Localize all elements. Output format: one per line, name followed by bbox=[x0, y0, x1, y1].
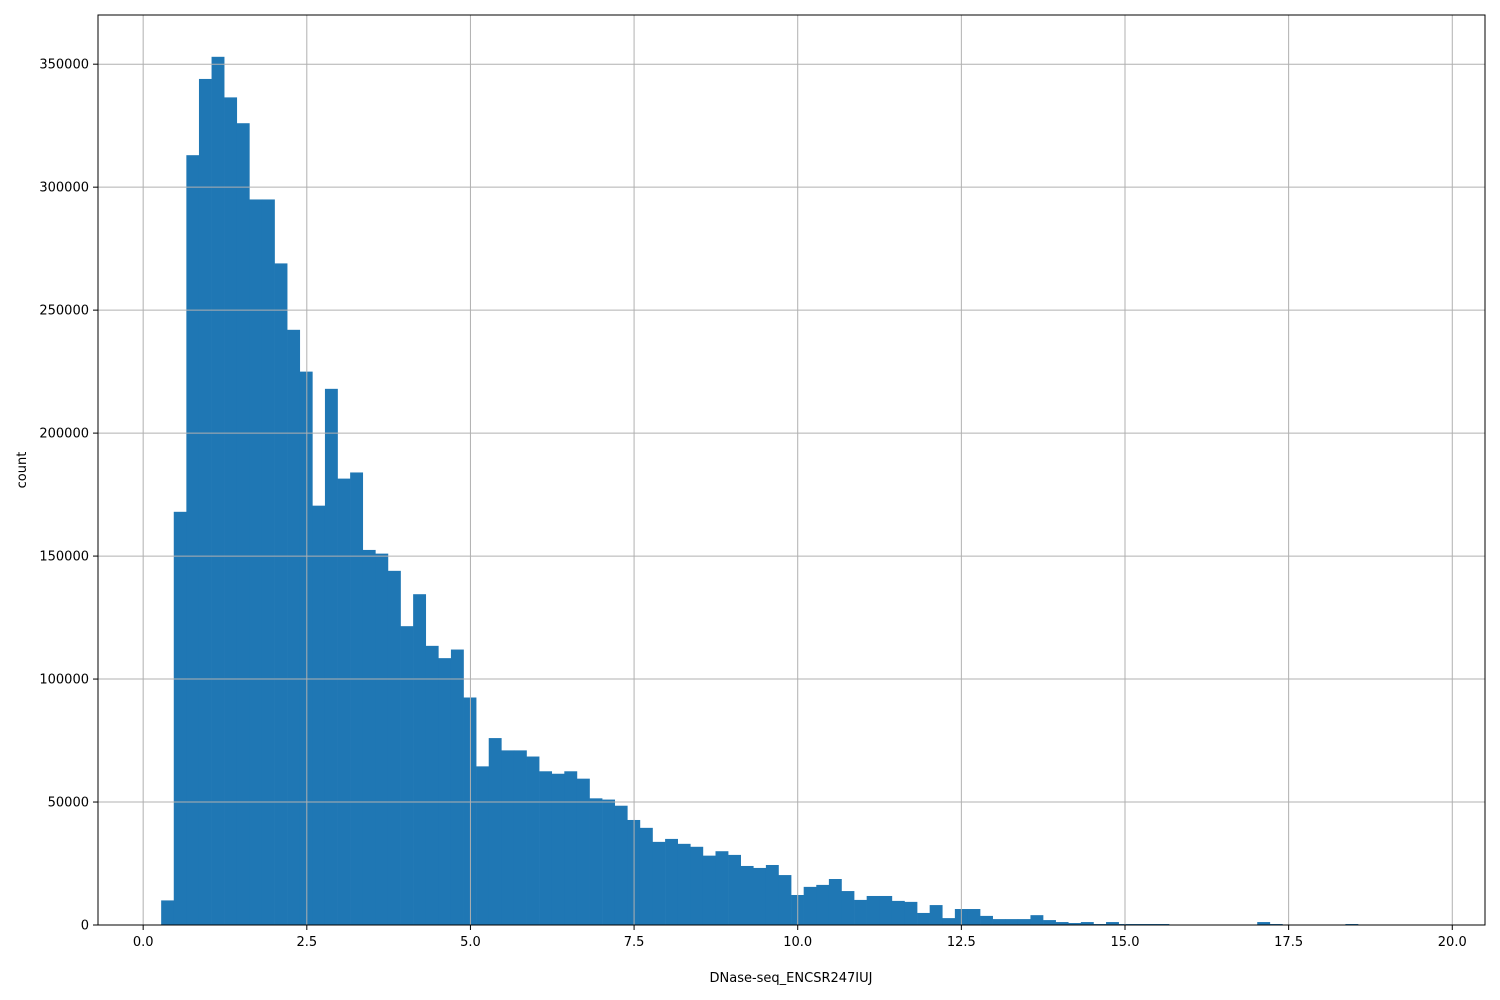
x-tick-label: 17.5 bbox=[1274, 935, 1303, 950]
histogram-bar bbox=[488, 738, 502, 925]
histogram-bar bbox=[576, 778, 590, 925]
x-axis-label: DNase-seq_ENCSR247IUJ bbox=[710, 971, 873, 986]
y-tick-label: 300000 bbox=[39, 181, 89, 196]
histogram-bar bbox=[828, 879, 842, 925]
histogram-bar bbox=[652, 841, 666, 925]
histogram-bar bbox=[778, 875, 792, 925]
histogram-bar bbox=[677, 843, 691, 925]
histogram-bar bbox=[879, 895, 893, 925]
histogram-bar bbox=[1030, 915, 1044, 925]
histogram-bar bbox=[211, 56, 225, 926]
histogram-bar bbox=[753, 867, 767, 925]
histogram-bar bbox=[992, 919, 1006, 925]
histogram-bar bbox=[904, 901, 918, 925]
y-tick-label: 0 bbox=[81, 919, 89, 934]
histogram-bar bbox=[1080, 922, 1094, 925]
histogram-bar bbox=[274, 263, 288, 925]
x-tick-label: 12.5 bbox=[947, 935, 976, 950]
histogram-bar bbox=[375, 553, 389, 925]
histogram-bar bbox=[1055, 922, 1069, 925]
histogram-bar bbox=[425, 645, 439, 925]
x-axis-ticks: 0.0 2.5 5.0 7.5 10.0 12.5 15.0 17.5 20.0 bbox=[133, 925, 1467, 950]
histogram-bar bbox=[841, 891, 855, 925]
y-tick-label: 50000 bbox=[48, 796, 89, 811]
histogram-bar bbox=[186, 155, 200, 925]
bars bbox=[161, 56, 1359, 926]
histogram-bar bbox=[337, 478, 351, 925]
histogram-bar bbox=[765, 864, 779, 925]
histogram-bar bbox=[1068, 923, 1082, 925]
x-tick-label: 7.5 bbox=[624, 935, 645, 950]
histogram-bar bbox=[980, 915, 993, 925]
histogram-bar bbox=[299, 371, 313, 926]
histogram-bar bbox=[816, 884, 830, 925]
histogram-bar bbox=[501, 750, 515, 925]
histogram-bar bbox=[715, 851, 729, 925]
histogram-bar bbox=[1017, 919, 1031, 925]
histogram-bar bbox=[526, 756, 540, 925]
histogram-bar bbox=[639, 827, 653, 925]
y-axis-ticks: 0 50000 100000 150000 200000 250000 300000 3500… bbox=[39, 58, 98, 934]
histogram-bar bbox=[1005, 919, 1019, 925]
histogram-bar bbox=[728, 854, 741, 925]
histogram-bar bbox=[387, 570, 401, 925]
histogram-bar bbox=[513, 750, 527, 925]
histogram-bar bbox=[261, 199, 275, 925]
histogram-bar bbox=[967, 909, 981, 925]
histogram-bar bbox=[413, 594, 427, 925]
y-tick-label: 150000 bbox=[39, 550, 89, 565]
x-tick-label: 15.0 bbox=[1111, 935, 1140, 950]
histogram-bar bbox=[1106, 922, 1119, 925]
y-tick-label: 100000 bbox=[39, 673, 89, 688]
histogram-bar bbox=[161, 900, 175, 925]
y-axis-label: count bbox=[15, 452, 30, 489]
histogram-bar bbox=[1257, 922, 1271, 925]
histogram-bar bbox=[476, 766, 490, 925]
y-tick-label: 200000 bbox=[39, 427, 89, 442]
x-tick-label: 2.5 bbox=[296, 935, 317, 950]
histogram-bar bbox=[702, 855, 716, 925]
histogram-bar bbox=[198, 78, 212, 926]
histogram-bar bbox=[891, 900, 905, 925]
histogram-bar bbox=[929, 905, 943, 925]
histogram-bar bbox=[450, 649, 464, 925]
histogram-bar bbox=[173, 511, 187, 925]
histogram-bar bbox=[564, 771, 578, 925]
histogram-bar bbox=[350, 472, 364, 925]
histogram-bar bbox=[589, 798, 603, 925]
histogram-bar bbox=[866, 895, 880, 925]
histogram-bar bbox=[854, 899, 867, 925]
histogram-bar bbox=[400, 626, 414, 925]
histogram-bar bbox=[438, 658, 452, 925]
y-tick-label: 250000 bbox=[39, 304, 89, 319]
histogram-bar bbox=[312, 505, 326, 925]
histogram-bar bbox=[362, 549, 376, 925]
x-tick-label: 5.0 bbox=[460, 935, 481, 950]
histogram-bar bbox=[690, 846, 704, 925]
histogram-bar bbox=[224, 97, 238, 925]
x-tick-label: 10.0 bbox=[783, 935, 812, 950]
histogram-bar bbox=[551, 773, 565, 925]
x-tick-label: 0.0 bbox=[133, 935, 154, 950]
histogram-bar bbox=[1043, 920, 1056, 925]
histogram-bar bbox=[249, 199, 263, 925]
histogram-bar bbox=[942, 918, 956, 925]
histogram-bar bbox=[665, 838, 679, 925]
grid bbox=[98, 15, 1485, 926]
histogram-bar bbox=[740, 865, 754, 925]
histogram-bar bbox=[236, 123, 250, 926]
histogram-bar bbox=[324, 388, 338, 925]
histogram-bar bbox=[917, 912, 930, 925]
plot-frame bbox=[97, 14, 1486, 926]
histogram-bar bbox=[602, 799, 616, 925]
histogram-bar bbox=[539, 771, 553, 925]
histogram-bar bbox=[803, 886, 817, 925]
histogram-bar bbox=[614, 805, 628, 925]
x-tick-label: 20.0 bbox=[1438, 935, 1467, 950]
histogram-bar bbox=[287, 329, 301, 926]
y-tick-label: 350000 bbox=[39, 58, 89, 73]
